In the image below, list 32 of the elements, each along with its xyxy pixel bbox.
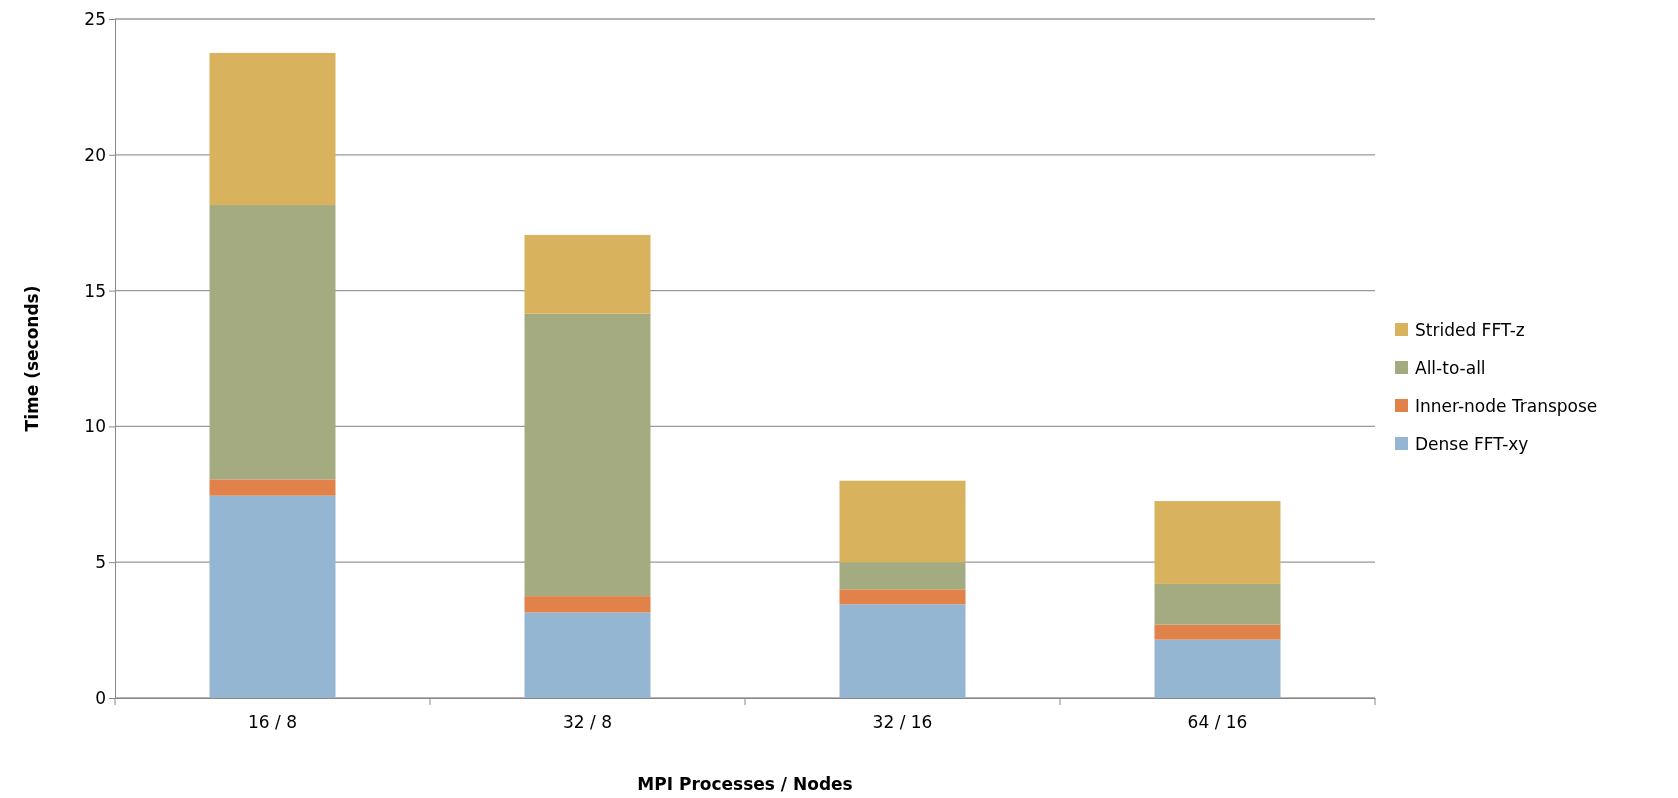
bar bbox=[1154, 501, 1281, 584]
legend-label: Dense FFT-xy bbox=[1415, 434, 1529, 454]
legend-label: Inner-node Transpose bbox=[1415, 396, 1598, 416]
y-tick-label: 0 bbox=[95, 687, 106, 708]
x-axis-title: MPI Processes / Nodes bbox=[637, 774, 853, 794]
y-tick-label: 5 bbox=[95, 552, 106, 573]
y-tick-label: 15 bbox=[84, 280, 106, 301]
bar bbox=[1154, 583, 1281, 625]
bar bbox=[524, 612, 651, 698]
bar bbox=[1154, 624, 1281, 640]
x-tick-label: 32 / 8 bbox=[563, 712, 612, 733]
bar bbox=[524, 234, 651, 314]
y-tick-label: 10 bbox=[84, 416, 106, 437]
bar bbox=[524, 313, 651, 597]
x-tick-label: 32 / 16 bbox=[872, 712, 933, 733]
y-tick-label: 20 bbox=[84, 144, 106, 165]
bar bbox=[839, 562, 966, 590]
bar bbox=[839, 589, 966, 605]
bar bbox=[209, 479, 336, 496]
bar bbox=[209, 495, 336, 698]
y-axis-title: Time (seconds) bbox=[22, 285, 42, 432]
bar bbox=[839, 604, 966, 698]
bar bbox=[209, 205, 336, 480]
legend-label: All-to-all bbox=[1415, 358, 1486, 378]
bar bbox=[839, 480, 966, 563]
legend-label: Strided FFT-z bbox=[1415, 320, 1525, 340]
bar bbox=[524, 596, 651, 613]
x-tick-label: 64 / 16 bbox=[1187, 712, 1248, 733]
y-tick-label: 25 bbox=[84, 8, 106, 29]
bar bbox=[209, 52, 336, 206]
x-tick-label: 16 / 8 bbox=[248, 712, 297, 733]
bar bbox=[1154, 639, 1281, 698]
